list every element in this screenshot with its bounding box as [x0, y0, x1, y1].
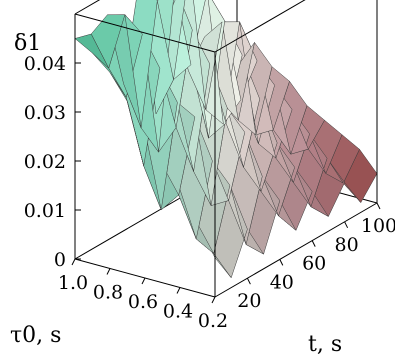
surface-patch — [74, 33, 109, 69]
y-tick-label: 80 — [335, 234, 359, 256]
x-axis-label: τ0, s — [10, 323, 61, 348]
x-tick-label: 0.8 — [93, 282, 123, 304]
y-tick-mark — [279, 259, 284, 266]
z-tick-label: 0.03 — [24, 102, 66, 124]
x-tick-mark — [71, 258, 76, 266]
y-tick-mark — [311, 240, 316, 247]
y-tick-label: 100 — [361, 215, 395, 237]
x-tick-label: 1.0 — [58, 272, 88, 294]
surface-mesh — [74, 0, 378, 279]
box-edge — [214, 202, 378, 298]
box-edge — [74, 13, 216, 53]
y-tick-mark — [344, 221, 349, 229]
y-axis-label: t, s — [308, 332, 342, 356]
y-tick-mark — [376, 202, 381, 210]
y-tick-label: 20 — [237, 290, 261, 312]
z-tick-label: 0.02 — [24, 151, 66, 173]
z-tick-label: 0.01 — [24, 200, 66, 222]
x-tick-mark — [106, 268, 111, 275]
axis-ticks: 0 0.01 0.02 0.03 0.04 1.0 0.8 0.6 0.4 0.2 20 40 60 80… — [24, 53, 395, 332]
z-tick-label: 0 — [54, 249, 66, 271]
z-tick-label: 0.04 — [24, 53, 66, 75]
x-tick-mark — [141, 277, 146, 285]
box-edge — [214, 0, 306, 53]
x-tick-label: 0.2 — [198, 310, 228, 332]
x-tick-label: 0.6 — [128, 291, 158, 313]
x-tick-label: 0.4 — [163, 301, 193, 323]
x-tick-mark — [211, 296, 216, 304]
y-tick-label: 40 — [270, 271, 294, 293]
y-tick-mark — [246, 277, 251, 285]
x-tick-mark — [176, 287, 181, 294]
y-tick-label: 60 — [302, 253, 326, 275]
z-axis-label: δ1 — [14, 31, 41, 56]
